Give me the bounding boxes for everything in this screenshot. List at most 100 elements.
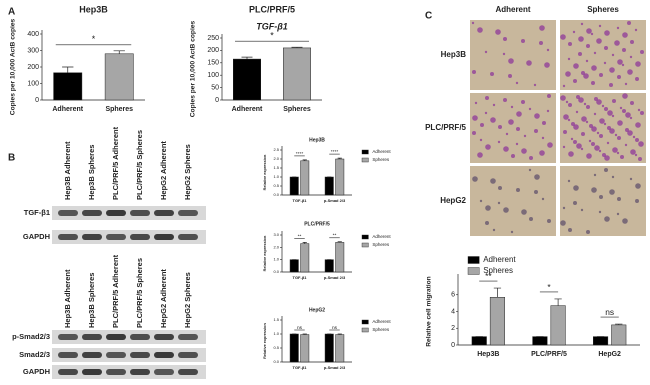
cell — [596, 131, 600, 135]
lane-label: HepG2 Spheres — [183, 144, 192, 200]
legend-swatch — [361, 319, 369, 325]
cell — [607, 110, 613, 116]
y-tick-label: 2.0 — [273, 156, 279, 161]
blot-band — [106, 334, 126, 340]
legend-label: Adherent — [372, 319, 391, 324]
cell — [547, 94, 551, 98]
cell — [515, 81, 519, 85]
cell — [529, 217, 533, 221]
cell — [485, 205, 491, 211]
significance-label: ** — [485, 271, 492, 281]
cell — [573, 63, 579, 69]
cell — [594, 97, 598, 101]
chart-title: Hep3B — [79, 4, 108, 14]
cell — [523, 134, 527, 138]
cell — [598, 24, 602, 28]
blot-band — [82, 352, 102, 358]
y-tick-label: 0.5 — [273, 345, 279, 350]
cell — [542, 121, 546, 125]
cell — [604, 107, 608, 111]
blot-band — [154, 352, 174, 358]
cell — [635, 122, 641, 128]
significance-label: **** — [296, 151, 304, 157]
cell — [604, 168, 608, 172]
cell — [508, 74, 512, 78]
cell — [580, 147, 584, 151]
row-label: TGF-β1 — [24, 208, 50, 217]
y-axis-label: Relative cell migration — [425, 276, 432, 347]
bar — [471, 336, 487, 346]
blot-strip — [52, 348, 206, 362]
blot-band — [106, 369, 126, 375]
panel-label: A — [8, 7, 15, 18]
y-axis-label: Copies per 10,000 ActB copies — [9, 18, 16, 115]
cell — [627, 130, 633, 136]
cell — [568, 228, 572, 232]
cell — [490, 117, 496, 123]
cell — [593, 51, 597, 55]
row-header: HepG2 — [440, 196, 466, 205]
y-tick-label: 400 — [27, 31, 39, 38]
cell — [539, 25, 545, 31]
cell — [627, 21, 631, 25]
error-bar — [615, 323, 623, 325]
y-tick-label: 250 — [207, 35, 219, 42]
cell — [567, 118, 571, 122]
legend-label: Spheres — [372, 157, 390, 162]
x-tick-label: p-Smad 2/3 — [324, 275, 346, 280]
cell — [629, 177, 633, 181]
y-tick-label: 100 — [207, 72, 219, 79]
legend-swatch — [467, 267, 480, 275]
blot-band — [58, 352, 78, 358]
y-tick-label: 0.0 — [273, 192, 279, 197]
cell — [604, 155, 610, 161]
cell — [581, 116, 587, 122]
cell — [593, 173, 597, 177]
chart-title: PLC/PRF/5 — [304, 221, 330, 227]
y-tick-label: 2.0 — [273, 244, 279, 249]
blot-band — [58, 369, 78, 375]
cell — [604, 30, 610, 36]
cell — [606, 141, 610, 145]
blot-band — [130, 234, 150, 240]
cell — [616, 26, 620, 30]
cell — [568, 151, 574, 157]
cell — [492, 103, 496, 107]
cell — [534, 174, 540, 180]
cell — [622, 218, 628, 224]
bar — [335, 334, 345, 363]
error-bar — [241, 56, 253, 60]
cell — [635, 77, 639, 81]
blot-strip — [52, 330, 206, 344]
cell — [640, 50, 644, 54]
cell — [510, 230, 514, 234]
cell — [567, 57, 571, 61]
cell — [498, 186, 502, 190]
cell — [637, 108, 641, 112]
cell — [573, 201, 577, 205]
cell — [503, 146, 509, 152]
cell — [529, 156, 533, 160]
cell — [528, 168, 532, 172]
cell — [640, 111, 644, 115]
cell — [562, 206, 566, 210]
cell — [571, 122, 575, 126]
chart-title: Hep3B — [309, 137, 325, 143]
cell — [560, 220, 566, 226]
cell — [586, 230, 590, 234]
cell — [585, 120, 589, 124]
cell — [616, 151, 620, 155]
lane-label: PLC/PRF/5 Adherent — [111, 254, 120, 328]
blot-strip — [52, 206, 206, 220]
cell — [479, 138, 483, 142]
blot-band — [178, 334, 198, 340]
cell — [619, 106, 623, 110]
legend-swatch — [361, 327, 369, 333]
cell — [635, 138, 639, 142]
cell — [563, 114, 569, 120]
cell — [609, 67, 615, 73]
cell — [573, 79, 577, 83]
cell — [580, 22, 584, 26]
cell — [472, 131, 476, 135]
y-tick-label: 300 — [27, 47, 39, 54]
